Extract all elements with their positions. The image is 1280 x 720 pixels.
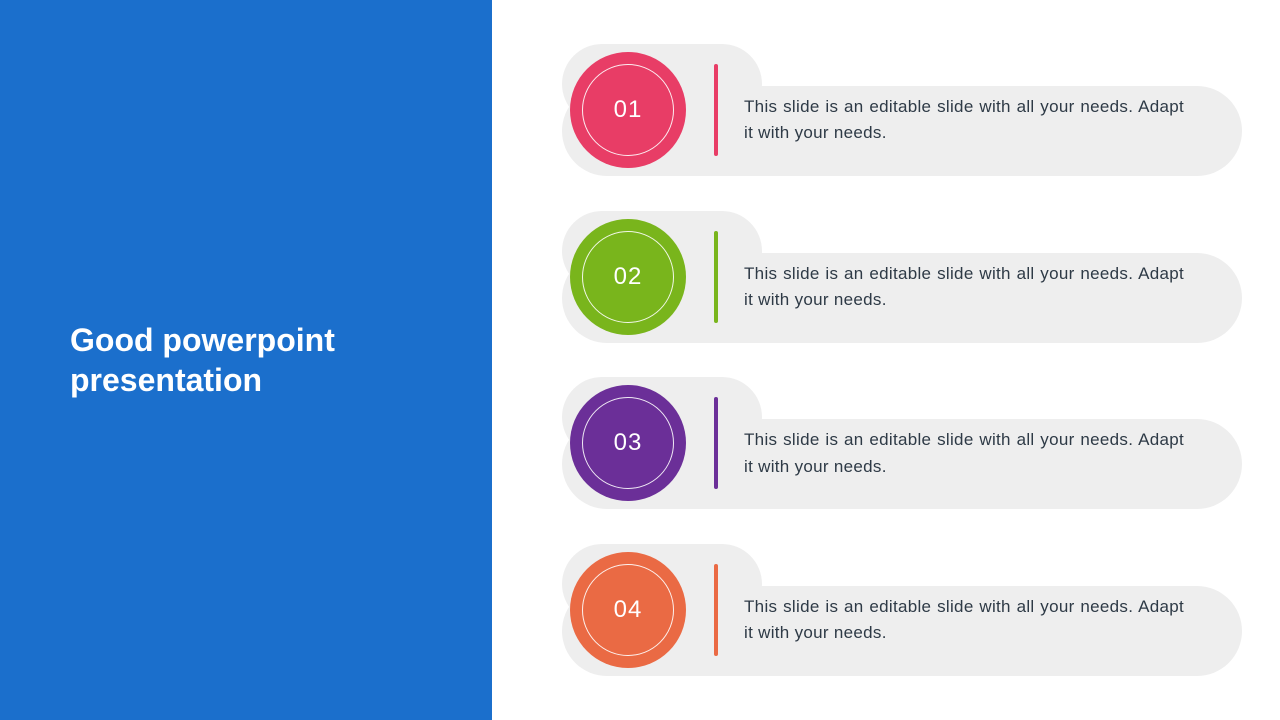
divider-bar <box>714 231 718 323</box>
number-circle: 04 <box>570 552 686 668</box>
slide-title: Good powerpoint presentation <box>70 320 452 400</box>
item-text: This slide is an editable slide with all… <box>744 427 1184 480</box>
item-text: This slide is an editable slide with all… <box>744 594 1184 647</box>
list-item: 01 This slide is an editable slide with … <box>562 44 1242 176</box>
item-number: 04 <box>614 596 643 624</box>
right-panel: 01 This slide is an editable slide with … <box>492 0 1280 720</box>
item-number: 03 <box>614 429 643 457</box>
number-circle: 02 <box>570 219 686 335</box>
item-text: This slide is an editable slide with all… <box>744 94 1184 147</box>
item-number: 02 <box>614 263 643 291</box>
divider-bar <box>714 64 718 156</box>
number-circle: 01 <box>570 52 686 168</box>
slide: Good powerpoint presentation 01 This sli… <box>0 0 1280 720</box>
divider-bar <box>714 397 718 489</box>
list-item: 02 This slide is an editable slide with … <box>562 211 1242 343</box>
divider-bar <box>714 564 718 656</box>
left-panel: Good powerpoint presentation <box>0 0 492 720</box>
item-text: This slide is an editable slide with all… <box>744 261 1184 314</box>
list-item: 04 This slide is an editable slide with … <box>562 544 1242 676</box>
item-number: 01 <box>614 96 643 124</box>
number-circle: 03 <box>570 385 686 501</box>
list-item: 03 This slide is an editable slide with … <box>562 377 1242 509</box>
